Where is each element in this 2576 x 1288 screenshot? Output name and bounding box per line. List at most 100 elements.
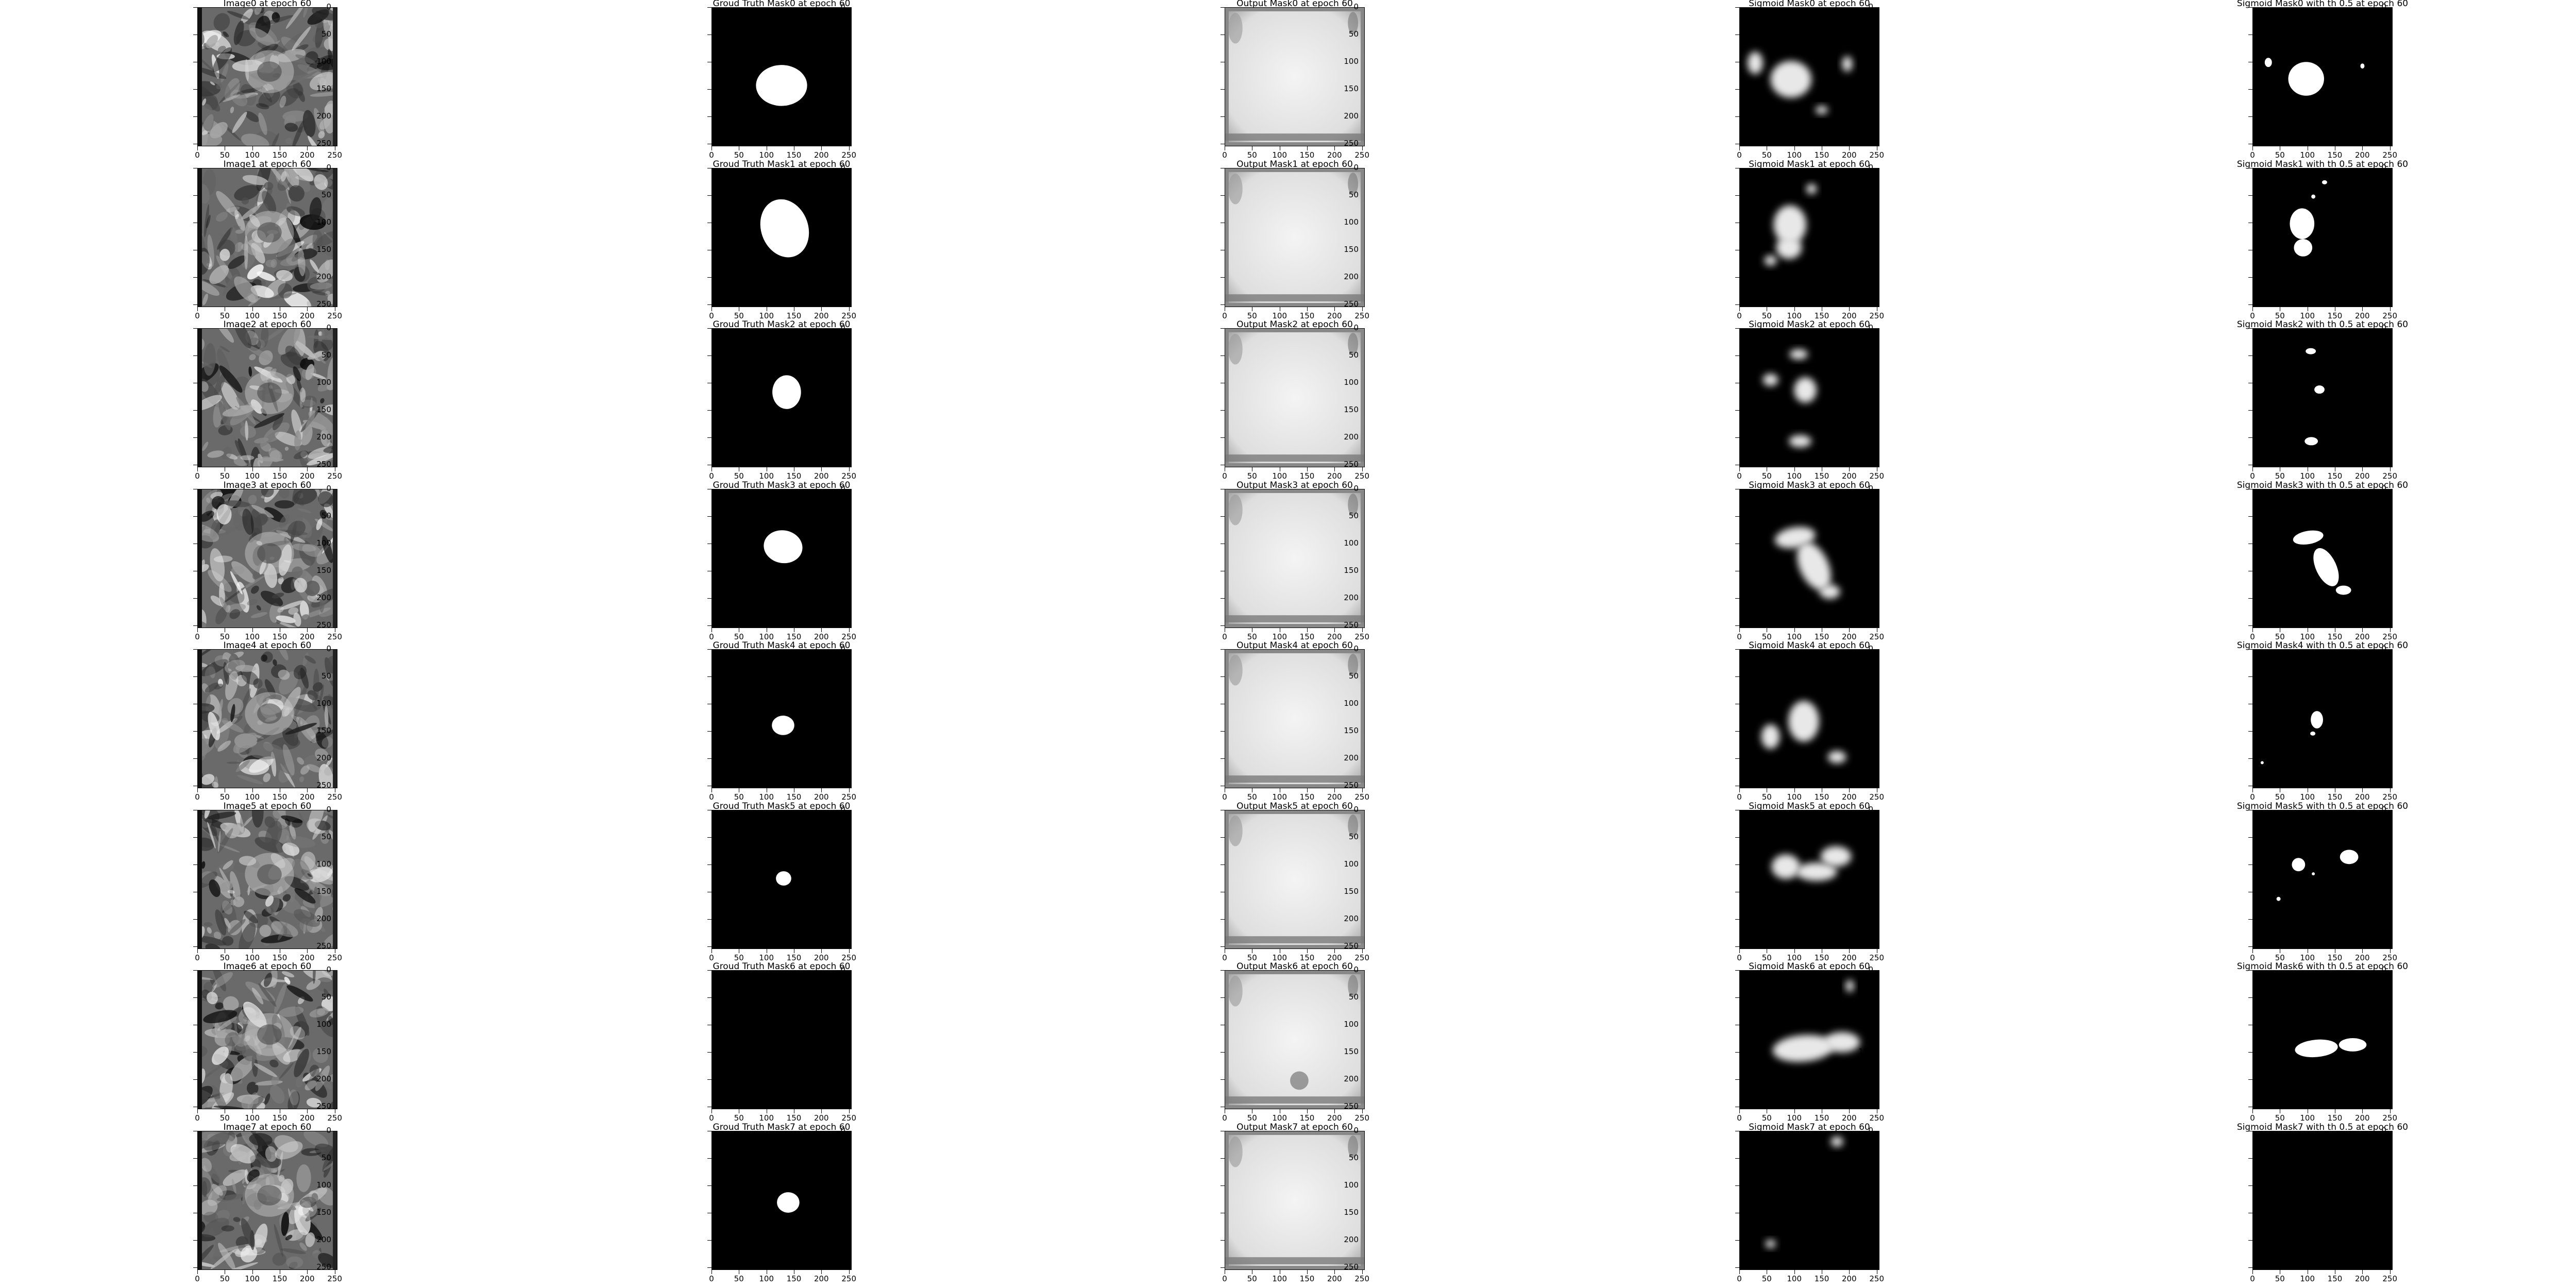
panel-output-0: Output Mask0 at epoch 60 0 50 100 150 200 250 0… [1221, 0, 1369, 159]
x-tick-label: 50 [734, 632, 744, 641]
image-image [197, 1131, 337, 1270]
x-tick-label: 250 [841, 311, 856, 320]
x-tick-label: 100 [1272, 1113, 1287, 1123]
x-tick-label: 100 [1787, 953, 1802, 962]
y-tick [193, 328, 197, 329]
x-tick [197, 146, 198, 150]
y-tick [707, 328, 711, 329]
x-tick [2252, 1109, 2253, 1113]
y-tick-label: 0 [2381, 2, 2386, 11]
x-tick [821, 949, 822, 953]
x-tick-label: 50 [734, 1113, 744, 1123]
x-tick [1362, 467, 1363, 471]
y-tick [2248, 1185, 2252, 1186]
x-tick [821, 628, 822, 632]
y-tick [193, 89, 197, 90]
x-tick-label: 200 [814, 953, 829, 962]
y-tick-label: 100 [1344, 1019, 1359, 1029]
x-tick [2362, 307, 2363, 311]
mask-region [2314, 385, 2325, 394]
x-tick [1334, 788, 1335, 792]
y-tick-label: 50 [321, 1153, 331, 1162]
x-tick [1739, 788, 1740, 792]
x-tick-label: 150 [272, 953, 287, 962]
x-tick-label: 0 [195, 632, 200, 641]
mask-region [1747, 52, 1763, 75]
x-tick-label: 200 [1327, 792, 1342, 802]
x-tick-label: 50 [219, 792, 230, 802]
y-tick [193, 649, 197, 650]
y-tick-label: 250 [831, 459, 845, 469]
x-tick-label: 50 [734, 471, 744, 481]
y-tick [2248, 997, 2252, 998]
y-tick-label: 0 [1353, 2, 1359, 11]
y-tick [2248, 7, 2252, 8]
mask-region [764, 530, 803, 564]
y-tick [1221, 7, 1225, 8]
y-tick [193, 676, 197, 677]
panel-title: Image1 at epoch 60 [223, 159, 312, 170]
y-tick-label: 100 [316, 698, 331, 708]
panel-title: Image7 at epoch 60 [223, 1122, 312, 1132]
y-tick-label: 150 [831, 886, 845, 896]
x-tick [307, 949, 308, 953]
x-tick [252, 467, 253, 471]
x-tick [1849, 467, 1850, 471]
x-tick [711, 146, 712, 150]
y-tick [1735, 649, 1739, 650]
x-tick [1307, 949, 1308, 953]
y-tick-label: 0 [840, 805, 845, 814]
x-tick [307, 467, 308, 471]
x-tick [1362, 628, 1363, 632]
y-tick-label: 200 [1344, 913, 1359, 923]
x-tick [197, 628, 198, 632]
y-tick-label: 0 [1868, 644, 1873, 653]
x-tick-label: 250 [1869, 953, 1884, 962]
y-tick [707, 1158, 711, 1159]
x-tick-label: 0 [1737, 150, 1742, 160]
y-tick-label: 0 [840, 965, 845, 974]
y-tick [1735, 625, 1739, 626]
y-tick-label: 0 [840, 163, 845, 172]
x-tick-label: 100 [245, 632, 260, 641]
mask-region [772, 375, 801, 409]
y-tick [193, 516, 197, 517]
y-tick [1735, 328, 1739, 329]
panel-ground_truth-4: Groud Truth Mask4 at epoch 60 0 50 100 150 20… [707, 641, 856, 801]
x-tick [821, 146, 822, 150]
mask-region [2310, 731, 2316, 736]
x-tick-label: 150 [2327, 311, 2343, 320]
panel-title: Groud Truth Mask4 at epoch 60 [713, 640, 851, 651]
y-tick [1221, 304, 1225, 305]
y-tick [2248, 946, 2252, 947]
x-tick-label: 150 [272, 632, 287, 641]
x-tick-label: 100 [1787, 471, 1802, 481]
y-tick-label: 100 [2371, 538, 2386, 548]
y-tick-label: 0 [1353, 163, 1359, 172]
y-tick-label: 250 [2371, 620, 2386, 630]
x-tick [1849, 307, 1850, 311]
y-tick-label: 250 [831, 941, 845, 951]
y-tick-label: 100 [1858, 1019, 1873, 1029]
y-tick [2248, 328, 2252, 329]
y-tick-label: 250 [1858, 620, 1873, 630]
mask-region [2306, 348, 2316, 354]
y-tick [1735, 1185, 1739, 1186]
y-tick-label: 200 [831, 592, 845, 602]
x-tick-label: 100 [245, 311, 260, 320]
y-tick-label: 150 [831, 244, 845, 254]
mask-region [2288, 62, 2324, 96]
x-tick [197, 307, 198, 311]
y-tick [1221, 970, 1225, 971]
y-tick [1735, 946, 1739, 947]
y-tick-label: 100 [1344, 698, 1359, 708]
y-tick [2248, 116, 2252, 117]
y-tick-label: 250 [2371, 138, 2386, 148]
y-tick-label: 200 [1858, 913, 1873, 923]
x-tick [1849, 1270, 1850, 1274]
mask-region [1770, 61, 1811, 98]
y-tick [193, 758, 197, 759]
y-tick-label: 0 [326, 163, 331, 172]
y-tick-label: 250 [2371, 1101, 2386, 1111]
x-tick-label: 100 [1272, 311, 1287, 320]
